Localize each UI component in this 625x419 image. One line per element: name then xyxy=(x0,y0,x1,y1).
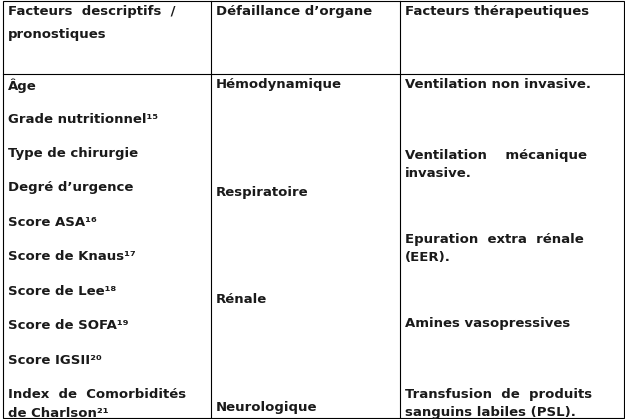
Text: Facteurs thérapeutiques: Facteurs thérapeutiques xyxy=(406,5,589,18)
Text: Score IGSII²⁰: Score IGSII²⁰ xyxy=(8,354,102,367)
Text: Grade nutritionnel¹⁵: Grade nutritionnel¹⁵ xyxy=(8,113,158,126)
Text: Score ASA¹⁶: Score ASA¹⁶ xyxy=(8,216,97,229)
Text: Index  de  Comorbidités
de Charlson²¹: Index de Comorbidités de Charlson²¹ xyxy=(8,388,186,419)
Text: Respiratoire: Respiratoire xyxy=(216,186,309,199)
Text: Amines vasopressives: Amines vasopressives xyxy=(406,317,571,330)
Text: Type de chirurgie: Type de chirurgie xyxy=(8,147,138,160)
Text: Ventilation    mécanique
invasive.: Ventilation mécanique invasive. xyxy=(406,149,588,180)
Text: Score de Knaus¹⁷: Score de Knaus¹⁷ xyxy=(8,251,136,264)
Text: Degré d’urgence: Degré d’urgence xyxy=(8,181,134,194)
Text: Défaillance d’organe: Défaillance d’organe xyxy=(216,5,372,18)
Text: Transfusion  de  produits
sanguins labiles (PSL).: Transfusion de produits sanguins labiles… xyxy=(406,388,592,419)
Text: Ventilation non invasive.: Ventilation non invasive. xyxy=(406,78,591,91)
Text: Hémodynamique: Hémodynamique xyxy=(216,78,342,91)
Text: Rénale: Rénale xyxy=(216,293,268,306)
Text: Âge: Âge xyxy=(8,78,37,93)
Text: Score de Lee¹⁸: Score de Lee¹⁸ xyxy=(8,285,116,298)
Text: Neurologique: Neurologique xyxy=(216,401,318,414)
Text: Score de SOFA¹⁹: Score de SOFA¹⁹ xyxy=(8,319,129,332)
Text: Facteurs  descriptifs  /
pronostiques: Facteurs descriptifs / pronostiques xyxy=(8,5,176,41)
Text: Epuration  extra  rénale
(EER).: Epuration extra rénale (EER). xyxy=(406,233,584,264)
